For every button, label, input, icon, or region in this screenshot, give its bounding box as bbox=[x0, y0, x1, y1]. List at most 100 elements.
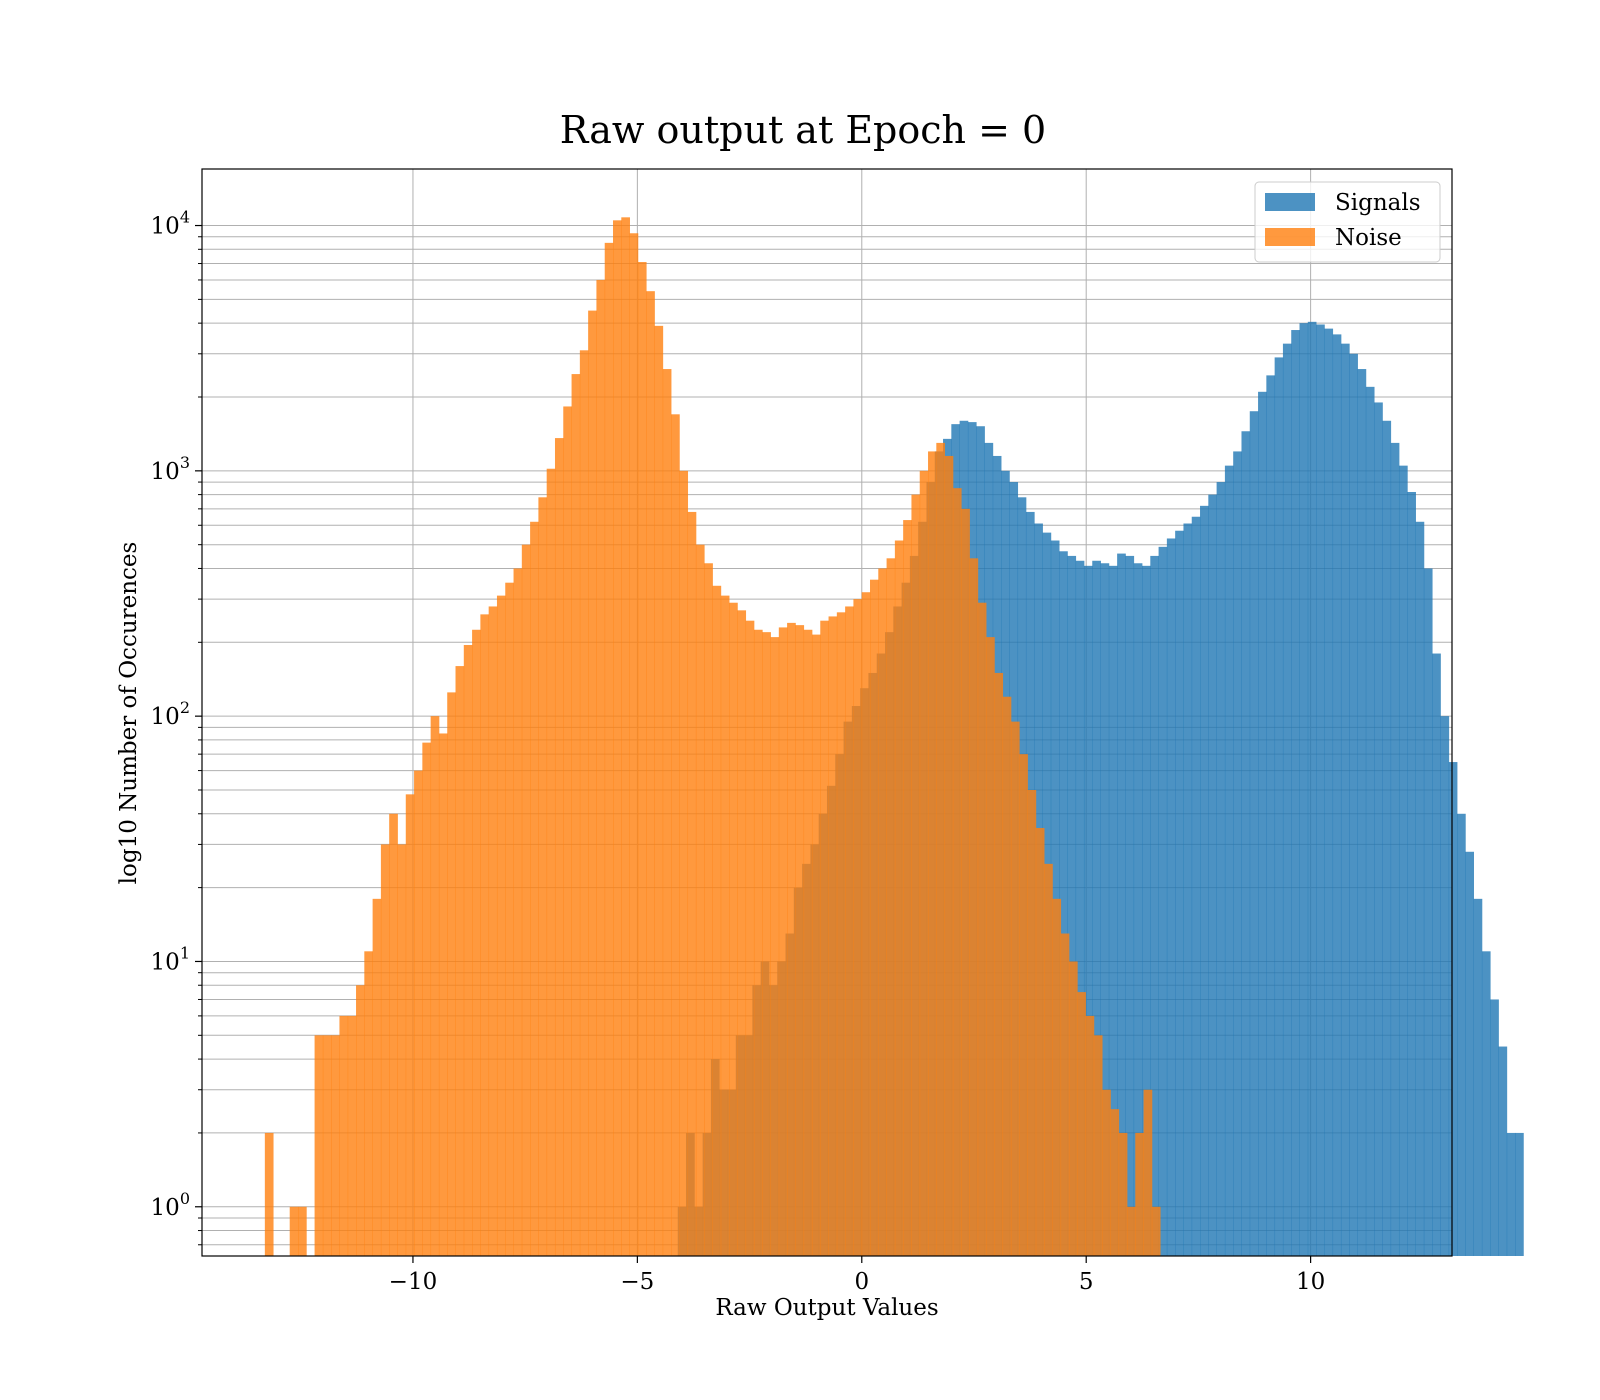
bar-signals bbox=[1324, 328, 1334, 1256]
bar-signals bbox=[1108, 565, 1118, 1256]
bar-noise bbox=[704, 563, 713, 1256]
bar-signals bbox=[1208, 494, 1218, 1256]
bar-noise bbox=[563, 406, 572, 1257]
bar-noise bbox=[455, 666, 465, 1256]
bar-noise bbox=[919, 470, 929, 1257]
legend-swatch-signals bbox=[1265, 193, 1315, 211]
bar-signals bbox=[1332, 334, 1342, 1256]
y-tick-label: 104 bbox=[151, 208, 190, 240]
bar-signals bbox=[1291, 330, 1300, 1256]
bar-noise bbox=[488, 606, 498, 1256]
y-tick-label: 102 bbox=[151, 698, 190, 730]
bar-noise bbox=[438, 733, 448, 1256]
bar-noise bbox=[496, 595, 506, 1256]
bar-noise bbox=[588, 310, 597, 1257]
bar-noise bbox=[679, 470, 689, 1257]
y-axis-ticks: 100 101 102 103 104 bbox=[151, 208, 202, 1246]
bar-signals bbox=[1299, 323, 1309, 1256]
x-axis-label: Raw Output Values bbox=[715, 1295, 938, 1321]
x-tick-label: 0 bbox=[854, 1269, 869, 1295]
bar-signals bbox=[1357, 369, 1367, 1256]
bar-noise bbox=[1077, 992, 1086, 1256]
bar-noise bbox=[729, 602, 738, 1256]
bar-signals bbox=[1166, 538, 1176, 1256]
y-tick-label: 100 bbox=[151, 1189, 190, 1221]
bar-signals bbox=[1440, 716, 1450, 1256]
x-tick-label: 5 bbox=[1079, 1269, 1094, 1295]
bar-noise bbox=[1027, 790, 1037, 1256]
bar-signals bbox=[1224, 465, 1234, 1256]
bar-signals bbox=[1316, 324, 1325, 1256]
bar-noise bbox=[770, 637, 780, 1256]
bar-signals bbox=[1274, 357, 1284, 1256]
legend-label-noise: Noise bbox=[1335, 225, 1402, 251]
bar-signals bbox=[1150, 555, 1159, 1256]
bar-noise bbox=[961, 508, 970, 1257]
plot-frame bbox=[201, 168, 1453, 1257]
bar-noise bbox=[314, 1035, 324, 1256]
bar-noise bbox=[969, 558, 979, 1256]
bar-signals bbox=[1083, 565, 1093, 1256]
bar-noise bbox=[911, 494, 921, 1256]
y-axis-label: log10 Number of Occurences bbox=[116, 542, 142, 885]
bar-noise bbox=[530, 521, 539, 1256]
bar-noise bbox=[298, 1206, 307, 1256]
bar-signals bbox=[1282, 343, 1292, 1256]
bar-noise bbox=[1044, 863, 1053, 1256]
bar-noise bbox=[928, 451, 937, 1256]
bar-noise bbox=[1035, 828, 1045, 1256]
legend: Signals Noise bbox=[1254, 181, 1441, 263]
bar-noise bbox=[380, 844, 390, 1256]
bar-noise bbox=[414, 770, 423, 1256]
bar-signals bbox=[1481, 951, 1491, 1256]
bar-noise bbox=[364, 951, 374, 1256]
bar-noise bbox=[1010, 721, 1020, 1256]
bar-noise bbox=[795, 625, 805, 1256]
bar-signals bbox=[1142, 565, 1151, 1256]
bar-noise bbox=[621, 217, 630, 1257]
bar-noise bbox=[579, 350, 589, 1256]
bar-noise bbox=[1135, 1132, 1144, 1256]
bar-noise bbox=[1110, 1109, 1120, 1256]
bar-noise bbox=[422, 742, 432, 1256]
bar-noise bbox=[870, 579, 879, 1256]
bar-signals bbox=[1183, 523, 1193, 1256]
bar-noise bbox=[828, 616, 838, 1256]
bar-noise bbox=[803, 629, 813, 1256]
bar-signals bbox=[1382, 420, 1392, 1256]
bar-noise bbox=[389, 813, 398, 1256]
series-noise bbox=[264, 217, 1161, 1257]
bar-noise bbox=[1002, 696, 1012, 1256]
bar-noise bbox=[1068, 961, 1078, 1256]
bar-noise bbox=[505, 582, 514, 1256]
bar-signals bbox=[1390, 442, 1400, 1256]
chart-title: Raw output at Epoch = 0 bbox=[560, 108, 1046, 152]
bar-noise bbox=[637, 262, 647, 1256]
bar-noise bbox=[936, 442, 946, 1256]
bar-noise bbox=[1052, 898, 1062, 1256]
bar-signals bbox=[1407, 491, 1416, 1256]
bar-signals bbox=[1349, 353, 1358, 1256]
legend-label-signals: Signals bbox=[1335, 190, 1421, 216]
bar-signals bbox=[1465, 851, 1474, 1256]
bar-signals bbox=[1092, 560, 1101, 1256]
bar-noise bbox=[903, 520, 912, 1256]
bar-signals bbox=[1241, 431, 1251, 1256]
bar-noise bbox=[654, 325, 664, 1257]
bar-signals bbox=[1075, 560, 1085, 1256]
x-tick-label: 10 bbox=[1296, 1269, 1325, 1295]
bar-noise bbox=[463, 645, 473, 1256]
bar-noise bbox=[662, 369, 672, 1256]
bar-noise bbox=[289, 1206, 299, 1256]
bar-noise bbox=[1126, 1206, 1136, 1256]
bar-noise bbox=[811, 634, 821, 1256]
bar-noise bbox=[397, 844, 407, 1256]
bar-signals bbox=[1050, 540, 1060, 1256]
bar-signals bbox=[1249, 411, 1259, 1257]
bar-signals bbox=[1515, 1132, 1524, 1256]
bar-noise bbox=[952, 488, 962, 1256]
bar-noise bbox=[737, 610, 747, 1256]
bar-signals bbox=[1200, 505, 1209, 1257]
bar-noise bbox=[745, 620, 755, 1256]
bar-noise bbox=[712, 585, 722, 1256]
